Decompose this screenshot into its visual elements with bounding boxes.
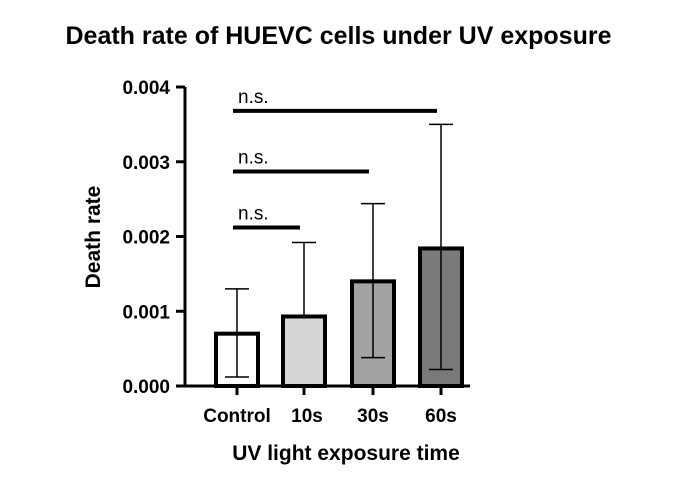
y-tick-label: 0.001 <box>122 302 170 323</box>
bar-10s <box>281 314 327 389</box>
x-tick-label: 60s <box>425 406 457 427</box>
significance-brackets: n.s. n.s. n.s. <box>233 87 437 230</box>
significance-label: n.s. <box>238 87 269 108</box>
y-tick-label: 0.002 <box>122 228 170 249</box>
chart-title: Death rate of HUEVC cells under UV expos… <box>65 22 612 50</box>
significance-label: n.s. <box>238 204 269 225</box>
y-axis-label: Death rate <box>82 186 105 289</box>
x-tick-label: Control <box>203 406 271 427</box>
x-tick-label: 10s <box>291 406 323 427</box>
y-tick-label: 0.004 <box>122 78 170 99</box>
y-tick-label: 0.003 <box>122 153 170 174</box>
significance-label: n.s. <box>238 147 269 168</box>
y-tick-label: 0.000 <box>122 377 170 398</box>
bars <box>214 246 464 389</box>
x-axis-label: UV light exposure time <box>232 442 460 465</box>
x-tick-label: 30s <box>357 406 389 427</box>
error-bars <box>225 123 453 378</box>
